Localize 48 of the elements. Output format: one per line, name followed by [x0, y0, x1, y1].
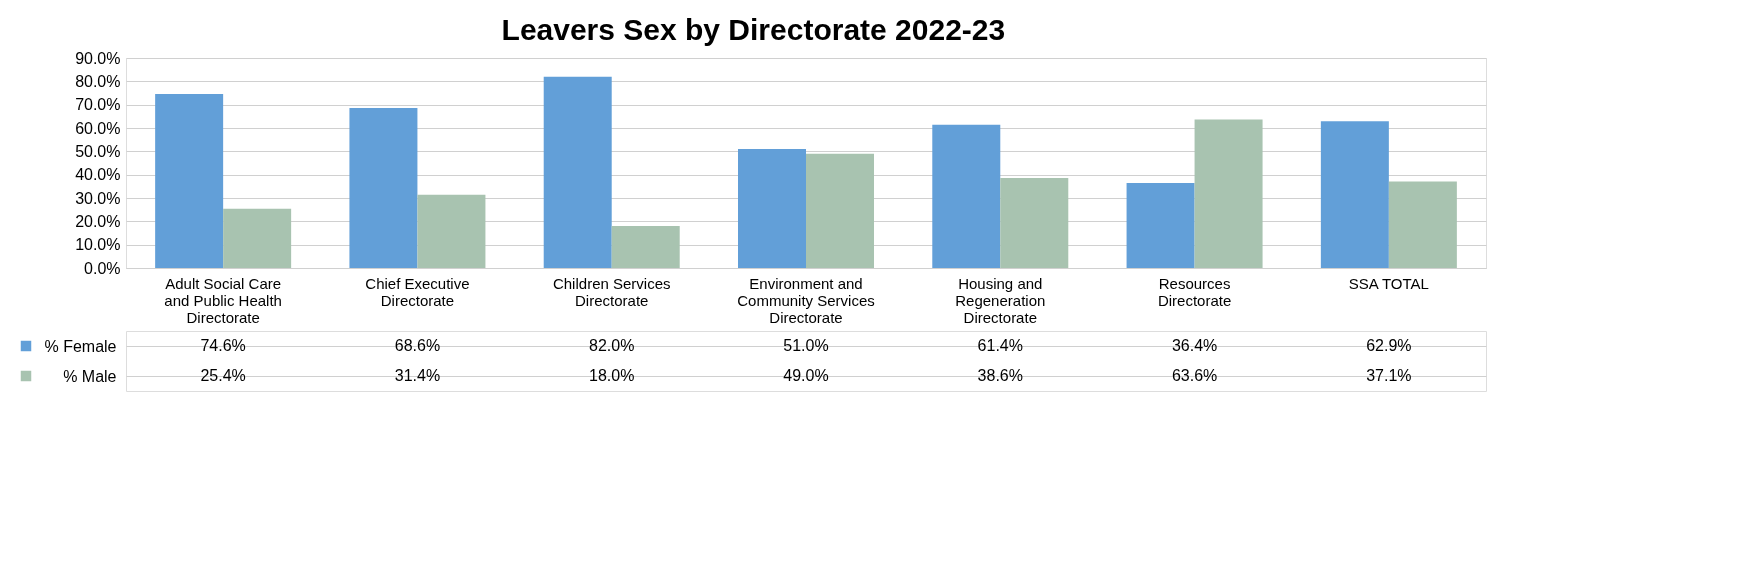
chart-title: Leavers Sex by Directorate 2022-23: [501, 12, 1006, 46]
legend-label: % Male: [63, 367, 117, 385]
bar: [349, 107, 418, 268]
data-label: 63.6%: [1171, 367, 1218, 384]
y-tick-label: 90.0%: [75, 49, 121, 67]
bar: [1388, 181, 1457, 268]
y-tick-label: 50.0%: [75, 142, 121, 160]
bar: [611, 226, 680, 268]
data-label: 31.4%: [394, 367, 441, 384]
y-tick-label: 30.0%: [75, 189, 121, 207]
x-tick-label: Children Services Directorate: [552, 274, 671, 309]
bar: [223, 208, 292, 268]
bar: [417, 194, 486, 268]
data-label: 25.4%: [200, 367, 246, 384]
data-label: 51.0%: [783, 337, 829, 354]
y-tick-label: 10.0%: [75, 236, 121, 254]
y-tick-label: 20.0%: [75, 212, 121, 230]
data-label: 37.1%: [1366, 367, 1412, 384]
data-label: 36.4%: [1171, 337, 1218, 354]
x-tick-label: Chief Executive Directorate: [365, 274, 470, 309]
bar: [1126, 183, 1195, 268]
x-tick-label: Housing and Regeneration Directorate: [955, 274, 1046, 326]
data-label: 62.9%: [1366, 337, 1412, 354]
bar: [1000, 177, 1069, 268]
bar: [1320, 121, 1389, 268]
y-tick-label: 40.0%: [75, 166, 121, 184]
data-label: 18.0%: [589, 367, 635, 384]
data-label: 74.6%: [200, 337, 246, 354]
bar: [1194, 119, 1263, 268]
y-tick-label: 60.0%: [75, 119, 121, 137]
data-label: 38.6%: [977, 367, 1023, 384]
x-tick-label: Resources Directorate: [1157, 274, 1232, 309]
bar: [932, 124, 1001, 268]
y-tick-label: 70.0%: [75, 96, 121, 114]
legend-label: % Female: [44, 337, 117, 355]
data-label: 61.4%: [977, 337, 1023, 354]
data-label: 68.6%: [394, 337, 441, 354]
x-tick-label: Environment and Community Services Directorate: [737, 274, 875, 326]
bar: [543, 76, 612, 268]
y-tick-label: 0.0%: [84, 259, 121, 277]
x-tick-label: Adult Social Care and Public Health Directorate: [164, 274, 282, 326]
y-tick-label: 80.0%: [75, 72, 121, 90]
bar: [155, 93, 224, 268]
bar: [738, 149, 806, 268]
data-label: 49.0%: [783, 367, 829, 384]
x-tick-label: SSA TOTAL: [1348, 274, 1429, 292]
data-label: 82.0%: [589, 337, 635, 354]
bar: [806, 153, 874, 268]
